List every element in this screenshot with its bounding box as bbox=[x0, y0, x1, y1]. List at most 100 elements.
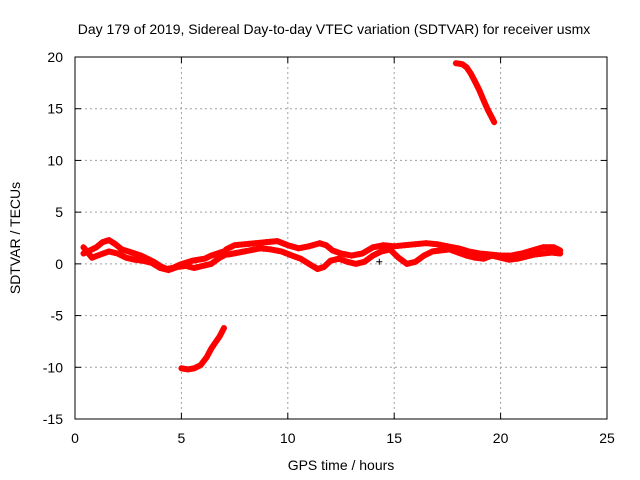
data-point bbox=[225, 251, 232, 258]
data-point bbox=[281, 240, 288, 247]
data-point bbox=[355, 260, 362, 267]
data-point bbox=[520, 254, 527, 261]
data-point bbox=[228, 250, 235, 257]
chart-title: Day 179 of 2019, Sidereal Day-to-day VTE… bbox=[78, 21, 591, 37]
data-point bbox=[341, 251, 348, 258]
data-point bbox=[372, 251, 379, 258]
data-point bbox=[202, 262, 209, 269]
data-point bbox=[348, 252, 355, 259]
y-axis-label: SDTVAR / TECUs bbox=[7, 182, 23, 294]
data-point bbox=[481, 100, 488, 107]
data-point bbox=[373, 243, 380, 250]
data-point bbox=[91, 253, 98, 260]
data-point bbox=[302, 243, 309, 250]
data-point bbox=[420, 252, 427, 259]
data-point bbox=[142, 258, 149, 265]
data-point bbox=[117, 251, 124, 258]
data-point bbox=[232, 250, 239, 257]
axis-ticks: 0 5 10 15 20 25 -15 -10 -5 0 5 10 15 20 bbox=[43, 49, 615, 446]
series-track-d bbox=[225, 245, 564, 273]
data-point bbox=[168, 266, 175, 273]
data-point bbox=[157, 264, 164, 271]
data-point bbox=[528, 252, 535, 259]
data-point bbox=[191, 264, 198, 271]
data-point bbox=[140, 257, 147, 264]
data-point bbox=[386, 246, 393, 253]
data-point bbox=[284, 242, 291, 249]
data-point bbox=[106, 248, 113, 255]
x-tick-label: 20 bbox=[493, 430, 509, 446]
data-point bbox=[480, 255, 487, 262]
data-point bbox=[171, 264, 178, 271]
data-point bbox=[309, 242, 316, 249]
data-point bbox=[145, 259, 152, 266]
data-point bbox=[446, 246, 453, 253]
data-point bbox=[406, 260, 413, 267]
data-point bbox=[250, 246, 257, 253]
data-point bbox=[466, 253, 473, 260]
data-point bbox=[381, 247, 388, 254]
data-point bbox=[344, 258, 351, 265]
data-point bbox=[294, 254, 301, 261]
data-point bbox=[503, 256, 510, 263]
y-tick-label: 15 bbox=[47, 101, 63, 117]
x-tick-label: 0 bbox=[71, 430, 79, 446]
data-point bbox=[486, 253, 493, 260]
data-point bbox=[392, 251, 399, 258]
data-point bbox=[182, 262, 189, 269]
data-point bbox=[355, 251, 362, 258]
data-point bbox=[159, 265, 166, 272]
data-point bbox=[409, 259, 416, 266]
data-point bbox=[103, 249, 110, 256]
data-point bbox=[366, 246, 373, 253]
data-point bbox=[80, 244, 87, 251]
data-point bbox=[514, 255, 521, 262]
data-point bbox=[345, 251, 352, 258]
data-point bbox=[352, 260, 359, 267]
data-point bbox=[185, 263, 192, 270]
data-point bbox=[97, 251, 104, 258]
data-point bbox=[489, 252, 496, 259]
data-point bbox=[489, 116, 496, 123]
data-point bbox=[335, 255, 342, 262]
data-point bbox=[111, 249, 118, 256]
data-point bbox=[205, 261, 212, 268]
data-point bbox=[228, 243, 235, 250]
data-point bbox=[199, 262, 206, 269]
y-tick-label: 20 bbox=[47, 49, 63, 65]
data-point bbox=[235, 249, 242, 256]
data-point bbox=[403, 260, 410, 267]
data-point bbox=[298, 244, 305, 251]
data-point bbox=[378, 248, 385, 255]
y-tick-label: 5 bbox=[55, 204, 63, 220]
data-point bbox=[452, 248, 459, 255]
data-point bbox=[108, 249, 115, 256]
data-point bbox=[83, 247, 90, 254]
x-tick-label: 5 bbox=[178, 430, 186, 446]
data-point bbox=[525, 252, 532, 259]
data-point bbox=[246, 247, 253, 254]
data-point bbox=[94, 252, 101, 259]
data-point bbox=[517, 254, 524, 261]
data-point bbox=[483, 254, 490, 261]
data-point bbox=[332, 248, 339, 255]
data-point bbox=[295, 245, 302, 252]
data-point bbox=[219, 327, 226, 334]
data-point bbox=[291, 244, 298, 251]
data-point bbox=[120, 253, 127, 260]
data-point bbox=[483, 103, 490, 110]
data-point bbox=[225, 244, 232, 251]
data-point bbox=[281, 249, 288, 256]
series-track-f bbox=[452, 60, 498, 126]
series-track-e bbox=[178, 325, 227, 373]
data-point bbox=[114, 250, 121, 257]
data-point bbox=[369, 252, 376, 259]
y-tick-label: -15 bbox=[43, 411, 63, 427]
data-point bbox=[327, 257, 334, 264]
x-tick-label: 15 bbox=[386, 430, 402, 446]
data-point bbox=[500, 255, 507, 262]
data-point bbox=[223, 246, 230, 253]
data-point bbox=[165, 267, 172, 274]
x-axis-label: GPS time / hours bbox=[288, 457, 395, 473]
